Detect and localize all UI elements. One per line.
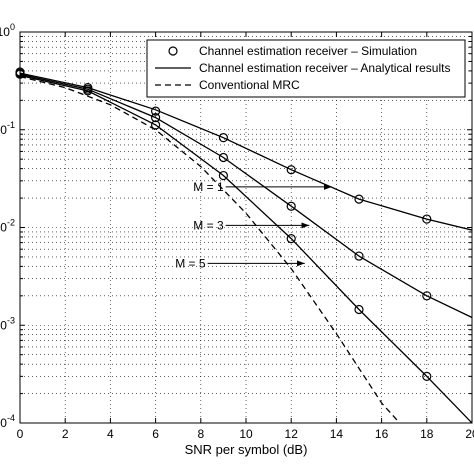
simulation-marker	[422, 214, 432, 224]
tick-layer: 0 2 4 6 8 10 12 14 16 18 20 100 10-1 10-2 10-3 10-4	[0, 22, 474, 441]
annotation-label: M = 3	[193, 218, 224, 232]
x-tick-label: 8	[197, 427, 204, 441]
x-tick-label: 0	[17, 427, 24, 441]
legend-box	[146, 39, 466, 98]
simulation-marker	[286, 165, 296, 175]
simulation-marker	[422, 371, 432, 381]
simulation-marker	[218, 152, 228, 163]
series-line-conventional-mrc	[20, 75, 401, 423]
simulation-marker	[218, 170, 228, 181]
x-axis-title: SNR per symbol (dB)	[185, 442, 308, 457]
x-tick-label: 2	[62, 427, 69, 441]
x-tick-label: 4	[107, 427, 114, 441]
annotation-layer: M = 1 M = 3 M = 5	[175, 180, 332, 270]
simulation-marker	[286, 201, 296, 211]
simulation-marker	[286, 233, 296, 244]
legend: Channel estimation receiver – Simulation…	[146, 39, 466, 98]
annotation-label: M = 5	[175, 256, 206, 270]
series-layer	[20, 72, 472, 423]
legend-label: Conventional MRC	[199, 78, 300, 92]
legend-swatch-marker	[168, 46, 178, 56]
simulation-marker	[218, 133, 228, 143]
y-tick-label: 100	[0, 22, 15, 39]
simulation-marker	[151, 120, 161, 130]
y-tick-label: 10-4	[0, 413, 15, 430]
y-tick-label: 10-3	[0, 315, 15, 332]
simulation-marker	[354, 194, 364, 204]
x-tick-label: 14	[330, 427, 344, 441]
x-tick-label: 12	[285, 427, 299, 441]
simulation-marker	[83, 86, 93, 96]
simulation-marker	[422, 291, 432, 301]
annotation-label: M = 1	[193, 180, 224, 194]
x-tick-label: 16	[375, 427, 389, 441]
legend-label: Channel estimation receiver – Analytical…	[199, 61, 450, 75]
series-line-m-3	[20, 73, 472, 319]
x-tick-label: 18	[420, 427, 434, 441]
y-tick-label: 10-1	[0, 120, 15, 137]
legend-label: Channel estimation receiver – Simulation	[199, 44, 417, 58]
series-line-m-1	[20, 72, 472, 231]
simulation-marker	[151, 106, 161, 116]
x-tick-label: 10	[239, 427, 253, 441]
simulation-marker	[354, 304, 364, 315]
series-line-m-5	[20, 74, 472, 423]
x-tick-label: 20	[465, 427, 474, 441]
y-tick-label: 10-2	[0, 218, 15, 235]
x-tick-label: 6	[152, 427, 159, 441]
simulation-marker	[354, 251, 364, 261]
simulation-marker	[151, 113, 161, 123]
